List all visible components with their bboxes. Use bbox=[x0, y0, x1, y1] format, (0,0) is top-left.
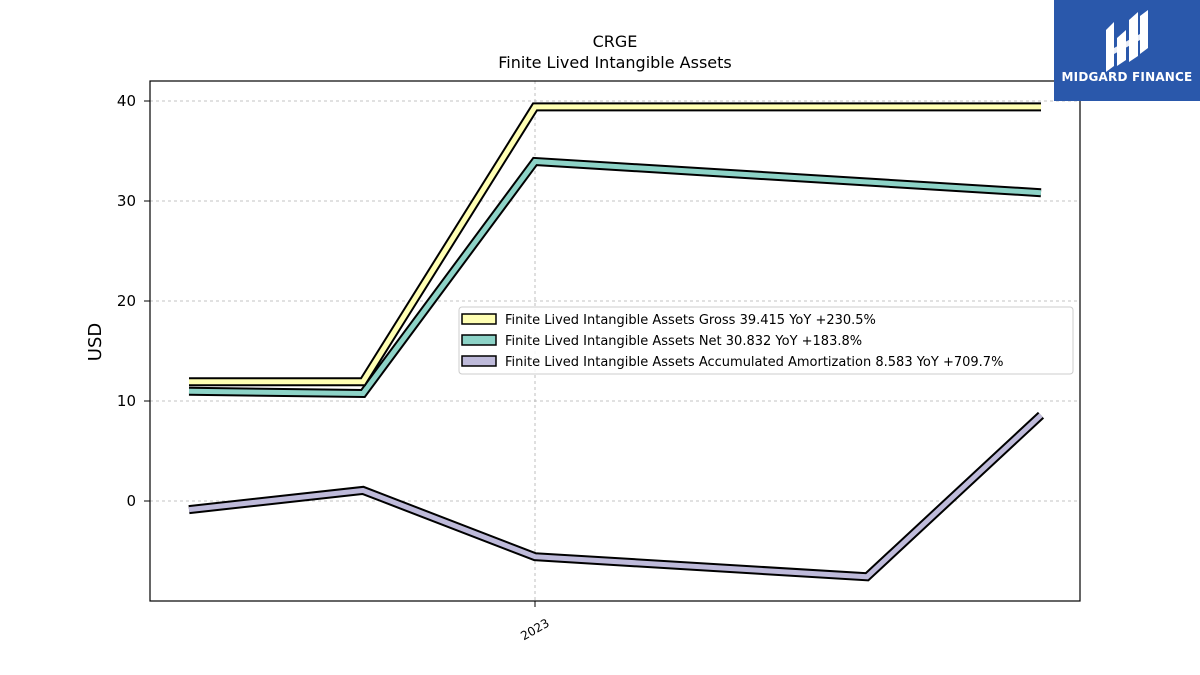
y-axis-label: USD bbox=[85, 323, 106, 361]
legend-swatch bbox=[461, 355, 497, 367]
y-tick-label: 30 bbox=[117, 192, 136, 210]
legend-label: Finite Lived Intangible Assets Net 30.83… bbox=[505, 334, 862, 349]
brand-name: MIDGARD FINANCE bbox=[1061, 70, 1193, 84]
y-tick-label: 20 bbox=[117, 292, 136, 310]
x-tick-label: 2023 bbox=[518, 616, 551, 643]
brand-logo: MIDGARD FINANCE bbox=[1054, 0, 1200, 101]
legend-label: Finite Lived Intangible Assets Gross 39.… bbox=[505, 313, 876, 328]
legend-swatch bbox=[461, 313, 497, 325]
grid bbox=[150, 81, 1080, 601]
brand-mark-icon bbox=[1106, 10, 1148, 72]
series-group bbox=[188, 102, 1045, 582]
series-line bbox=[188, 413, 1043, 580]
y-axis: 0 10 20 30 40 bbox=[117, 92, 150, 510]
series-line bbox=[188, 158, 1042, 397]
legend-swatch bbox=[461, 334, 497, 346]
y-tick-label: 40 bbox=[117, 92, 136, 110]
plot-area-frame bbox=[149, 80, 1081, 602]
series-line bbox=[189, 104, 1041, 385]
chart-title: CRGE bbox=[593, 32, 638, 51]
chart-subtitle: Finite Lived Intangible Assets bbox=[498, 53, 731, 72]
y-tick-label: 10 bbox=[117, 392, 136, 410]
legend-frame bbox=[458, 306, 1074, 375]
legend: Finite Lived Intangible Assets Gross 39.… bbox=[458, 306, 1074, 375]
x-axis: 2023 bbox=[518, 601, 552, 643]
legend-label: Finite Lived Intangible Assets Accumulat… bbox=[505, 355, 1003, 370]
y-tick-label: 0 bbox=[126, 492, 136, 510]
